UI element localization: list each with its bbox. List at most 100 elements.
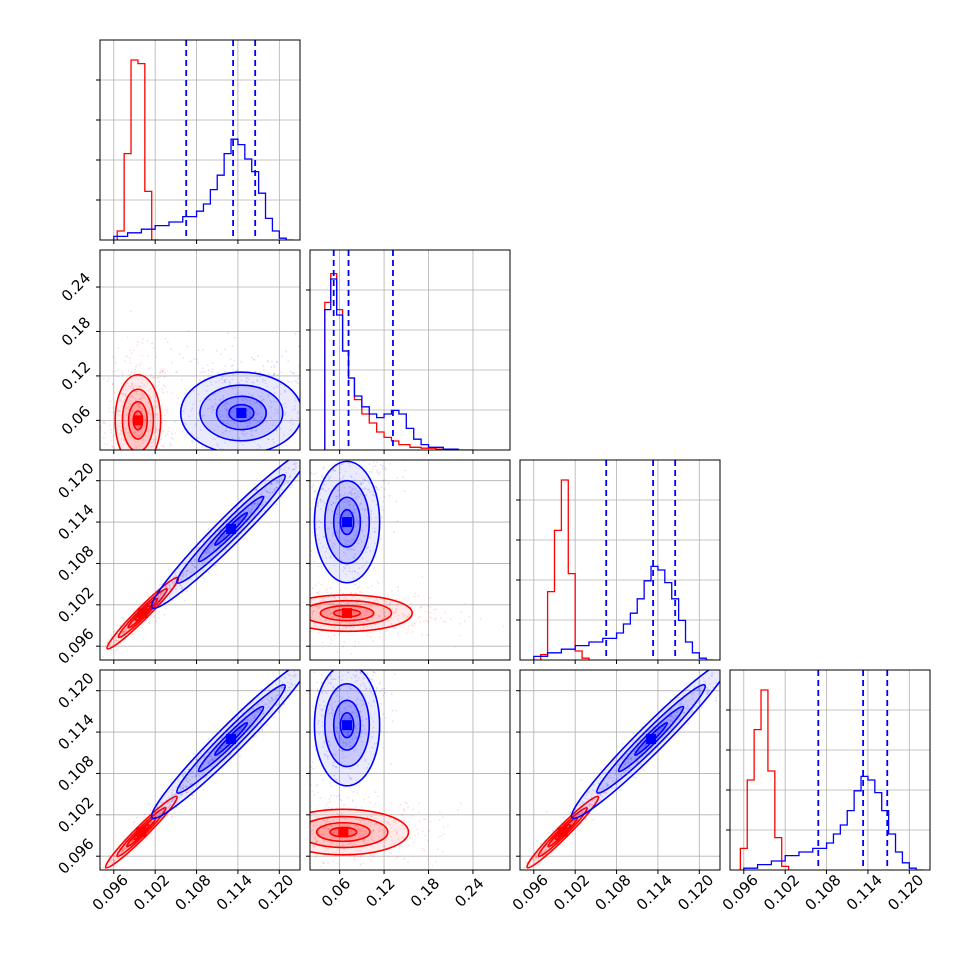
sample-point-red: [123, 630, 126, 633]
sample-point-red: [392, 611, 395, 614]
sample-point-red: [182, 486, 184, 488]
sample-point-red: [282, 617, 284, 619]
sample-point-red: [429, 611, 432, 614]
sample-point-blue: [335, 417, 337, 419]
sample-point-red: [293, 848, 295, 850]
sample-point-red: [113, 447, 116, 449]
sample-point-blue: [218, 529, 221, 532]
sample-point-blue: [339, 471, 341, 474]
sample-point-red: [137, 426, 139, 429]
sample-point-red: [264, 835, 266, 837]
sample-point-red: [251, 624, 253, 626]
sample-point-red: [162, 592, 165, 595]
sample-point-blue: [371, 650, 373, 652]
sample-point-blue: [221, 382, 224, 384]
sample-point-red: [308, 607, 310, 609]
sample-point-blue: [262, 503, 265, 506]
sample-point-red: [440, 835, 443, 838]
sample-point-blue: [141, 609, 144, 612]
sample-point-red: [442, 816, 445, 819]
sample-point-red: [355, 602, 358, 604]
sample-point-red: [366, 634, 369, 637]
sample-point-red: [330, 612, 332, 615]
sample-point-blue: [344, 657, 346, 659]
sample-point-blue: [308, 456, 310, 458]
sample-point-blue: [321, 654, 323, 656]
tick-label-y: 0.06: [58, 402, 94, 438]
sample-point-red: [277, 811, 279, 813]
sample-point-red: [155, 428, 158, 431]
sample-point-blue: [258, 420, 261, 423]
sample-point-blue: [258, 395, 261, 398]
sample-point-blue: [332, 831, 335, 834]
sample-point-blue: [270, 366, 273, 368]
sample-point-blue: [197, 361, 199, 364]
sample-point-red: [444, 620, 447, 623]
sample-point-red: [274, 586, 276, 588]
panel-frame: [99, 39, 301, 241]
sample-point-red: [172, 583, 175, 586]
sample-point-red: [357, 641, 360, 644]
sample-point-blue: [206, 385, 209, 388]
sample-point-red: [370, 860, 373, 862]
sample-point-blue: [323, 480, 326, 483]
sample-point-blue: [250, 510, 252, 512]
sample-point-blue: [341, 463, 344, 465]
sample-point-red: [394, 627, 397, 629]
sample-point-red: [291, 831, 293, 833]
sample-point-blue: [370, 471, 373, 473]
sample-point-red: [123, 631, 126, 634]
sample-point-blue: [314, 456, 316, 458]
sample-point-red: [293, 819, 295, 821]
sample-point-blue: [331, 653, 333, 655]
sample-point-red: [112, 630, 115, 633]
sample-point-red: [151, 451, 153, 453]
sample-point-red: [172, 575, 175, 578]
sample-point-red: [239, 614, 241, 616]
sample-point-blue: [162, 816, 165, 819]
sample-point-blue: [268, 494, 271, 497]
sample-point-red: [359, 855, 362, 858]
sample-point-blue: [354, 492, 356, 494]
sample-point-red: [139, 361, 142, 364]
sample-point-red: [130, 352, 133, 354]
sample-point-red: [118, 425, 121, 427]
sample-point-blue: [224, 348, 226, 351]
sample-point-blue: [351, 418, 353, 420]
sample-point-red: [252, 565, 254, 567]
sample-point-red: [125, 388, 128, 391]
sample-point-red: [374, 627, 377, 629]
sample-point-red: [255, 615, 257, 617]
sample-point-blue: [379, 464, 382, 466]
sample-point-blue: [364, 479, 366, 481]
sample-point-red: [282, 610, 284, 612]
sample-point-red: [119, 399, 122, 402]
sample-point-red: [367, 586, 369, 589]
sample-point-red: [427, 839, 429, 842]
sample-point-red: [429, 596, 431, 599]
sample-point-blue: [280, 478, 283, 481]
sample-point-red: [149, 406, 152, 409]
sample-point-red: [119, 422, 122, 424]
sample-point-blue: [182, 356, 185, 359]
sample-point-blue: [253, 503, 256, 505]
sample-point-blue: [337, 640, 339, 642]
sample-point-blue: [360, 502, 363, 505]
sample-point-red: [388, 604, 391, 607]
sample-point-blue: [184, 562, 187, 565]
sample-point-blue: [380, 508, 383, 511]
sample-point-blue: [313, 399, 315, 401]
sample-point-red: [359, 590, 361, 593]
sample-point-red: [337, 583, 340, 586]
sample-point-blue: [302, 348, 304, 350]
sample-point-red: [318, 615, 321, 618]
sample-point-red: [154, 441, 157, 444]
sample-point-blue: [279, 468, 282, 471]
sample-point-blue: [355, 532, 358, 534]
sample-point-red: [355, 806, 357, 809]
panel-0-0: [96, 39, 301, 244]
sample-point-blue: [151, 445, 154, 448]
sample-point-blue: [124, 633, 127, 635]
sample-point-blue: [317, 398, 319, 400]
sample-point-red: [377, 626, 380, 629]
